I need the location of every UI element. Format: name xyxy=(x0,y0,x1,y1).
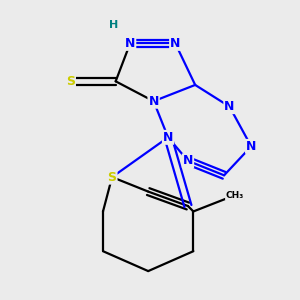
Text: CH₃: CH₃ xyxy=(226,191,244,200)
Text: N: N xyxy=(170,37,181,50)
Text: S: S xyxy=(66,75,75,88)
Text: N: N xyxy=(148,95,159,108)
Text: N: N xyxy=(163,131,173,144)
Text: N: N xyxy=(183,154,193,167)
Text: N: N xyxy=(224,100,235,113)
Text: N: N xyxy=(246,140,256,153)
Text: S: S xyxy=(107,171,116,184)
Text: H: H xyxy=(109,20,119,30)
Text: N: N xyxy=(125,37,135,50)
